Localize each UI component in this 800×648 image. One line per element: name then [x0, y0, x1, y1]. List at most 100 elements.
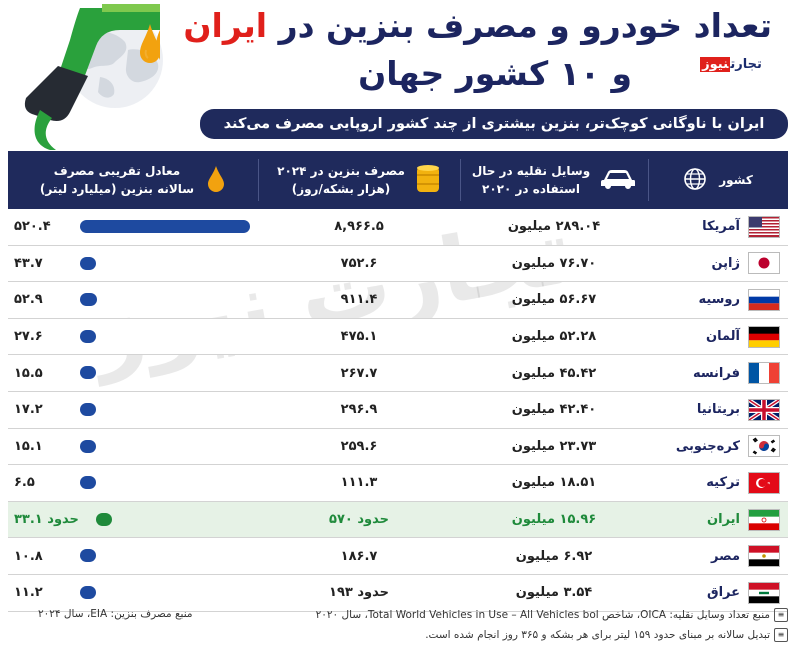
country-cell: عراق: [648, 575, 788, 611]
data-table: کشور وسایل نقلیه در حال استفاده در ۲۰۲۰ م…: [8, 151, 788, 612]
table-row: آلمان ۵۲.۲۸ میلیون ۴۷۵.۱ ۲۷.۶: [8, 318, 788, 356]
gasoline-bar: [80, 585, 96, 599]
de-flag-icon: [748, 325, 780, 348]
ru-flag-icon: [748, 288, 780, 311]
vehicles-cell: ۵۶.۶۷ میلیون: [511, 292, 597, 308]
vehicles-cell: ۴۲.۴۰ میلیون: [511, 402, 597, 418]
consumption-cell: ۹۱۱.۴: [340, 292, 378, 308]
vehicles-cell: ۷۶.۷۰ میلیون: [511, 255, 597, 271]
country-name: آلمان: [705, 329, 740, 345]
consumption-cell: ۲۶۷.۷: [340, 365, 378, 381]
kr-flag-icon: [748, 435, 780, 458]
vehicles-cell: ۳.۵۴ میلیون: [515, 585, 593, 601]
conversion-text: تبدیل سالانه بر مبنای حدود ۱۵۹ لیتر برای…: [425, 629, 770, 641]
consumption-cell: ۱۸۶.۷: [340, 548, 378, 564]
country-cell: فرانسه: [648, 355, 788, 391]
country-cell: بریتانیا: [648, 392, 788, 428]
table-row: عراق ۳.۵۴ میلیون حدود ۱۹۳ ۱۱.۲: [8, 575, 788, 612]
gasoline-value: ۱۵.۱: [14, 438, 43, 454]
country-name: فرانسه: [692, 365, 740, 381]
fuel-drop-icon: [140, 24, 160, 63]
country-cell: روسیه: [648, 282, 788, 318]
table-row: مصر ۶.۹۲ میلیون ۱۸۶.۷ ۱۰.۸: [8, 538, 788, 575]
gasoline-value: ۱۱.۲: [14, 585, 43, 601]
country-name: بریتانیا: [696, 402, 740, 418]
country-name: آمریکا: [702, 219, 740, 235]
table-row: فرانسه ۴۵.۴۲ میلیون ۲۶۷.۷ ۱۵.۵: [8, 355, 788, 392]
table-row: ترکیه ۱۸.۵۱ میلیون ۱۱۱.۳ ۶.۵: [8, 465, 788, 502]
gasoline-bar: [80, 366, 96, 380]
footer-conversion: ≡ تبدیل سالانه بر مبنای حدود ۱۵۹ لیتر برا…: [425, 628, 788, 642]
country-cell: آمریکا: [648, 209, 788, 245]
col-vehicles-label: وسایل نقلیه در حال استفاده در ۲۰۲۰: [472, 162, 590, 198]
header-divider: [460, 159, 461, 201]
col-consumption-header: مصرف بنزین در ۲۰۲۴ (هزار بشکه/روز): [258, 151, 460, 209]
gasoline-value: ۱۷.۲: [14, 402, 43, 418]
gasoline-value: حدود ۳۳.۱: [14, 512, 79, 528]
table-header: کشور وسایل نقلیه در حال استفاده در ۲۰۲۰ م…: [8, 151, 788, 209]
subtitle-banner: ایران با ناوگانی کوچک‌تر، بنزین بیشتری ا…: [200, 109, 788, 139]
ir-flag-icon: [748, 508, 780, 531]
gasoline-bar: [80, 220, 250, 233]
document-icon: ≡: [774, 628, 788, 642]
vehicles-cell: ۲۸۹.۰۴ میلیون: [507, 219, 601, 235]
gasoline-value: ۱۰.۸: [14, 548, 43, 564]
col-country-header: کشور: [648, 151, 788, 209]
col-consumption-line1: مصرف بنزین در ۲۰۲۴: [277, 164, 405, 178]
country-cell: ایران: [648, 502, 788, 538]
footer-source-vehicles: ≡ منبع تعداد وسایل نقلیه: OICA، شاخص Tota…: [316, 608, 788, 622]
page-title-line1: تعداد خودرو و مصرف بنزین در ایران: [183, 6, 772, 45]
page-title-line2: و ۱۰ کشور جهان: [358, 54, 632, 93]
document-icon: ≡: [774, 608, 788, 622]
consumption-cell: ۲۹۶.۹: [340, 402, 378, 418]
table-row: بریتانیا ۴۲.۴۰ میلیون ۲۹۶.۹ ۱۷.۲: [8, 391, 788, 429]
table-row: آمریکا ۲۸۹.۰۴ میلیون ۸,۹۶۶.۵ ۵۲۰.۴: [8, 209, 788, 246]
gasoline-value: ۴۳.۷: [14, 255, 43, 271]
vehicles-cell: ۲۳.۷۳ میلیون: [511, 438, 597, 454]
table-row: ایران ۱۵.۹۶ میلیون حدود ۵۷۰ حدود ۳۳.۱: [8, 501, 788, 539]
country-cell: ترکیه: [648, 465, 788, 501]
gb-flag-icon: [748, 398, 780, 421]
brand-part2: نیوز: [700, 57, 731, 72]
gasoline-bar: [80, 549, 96, 563]
fr-flag-icon: [748, 362, 780, 385]
fuel-nozzle-icon: [24, 4, 160, 150]
col-country-label: کشور: [719, 173, 753, 187]
gasoline-bar: [80, 402, 96, 416]
header-divider: [648, 159, 649, 201]
vehicles-cell: ۵۲.۲۸ میلیون: [511, 329, 597, 345]
gasoline-bar: [80, 293, 97, 307]
col-vehicles-header: وسایل نقلیه در حال استفاده در ۲۰۲۰: [460, 151, 648, 209]
tr-flag-icon: [748, 471, 780, 494]
gasoline-value: ۵۲.۹: [14, 292, 43, 308]
header-divider: [258, 159, 259, 201]
gasoline-bar: [80, 256, 96, 270]
table-row: روسیه ۵۶.۶۷ میلیون ۹۱۱.۴ ۵۲.۹: [8, 282, 788, 319]
gasoline-value: ۲۷.۶: [14, 329, 43, 345]
gasoline-value: ۵۲۰.۴: [14, 219, 51, 235]
country-cell: آلمان: [648, 319, 788, 355]
gasoline-bar: [80, 476, 96, 490]
col-vehicles-line2: استفاده در ۲۰۲۰: [482, 182, 580, 196]
table-row: کره‌جنوبی ۲۳.۷۳ میلیون ۲۵۹.۶ ۱۵.۱: [8, 429, 788, 466]
gasoline-value: ۶.۵: [14, 475, 35, 491]
gasoline-bar: [80, 439, 96, 453]
country-name: ژاپن: [711, 255, 740, 271]
consumption-cell: حدود ۵۷۰: [329, 512, 389, 528]
consumption-cell: ۸,۹۶۶.۵: [334, 219, 384, 235]
col-gasoline-header: معادل تقریبی مصرف سالانه بنزین (میلیارد ل…: [8, 151, 258, 209]
gasoline-value: ۱۵.۵: [14, 365, 43, 381]
consumption-cell: ۷۵۲.۶: [340, 255, 378, 271]
eg-flag-icon: [748, 545, 780, 568]
source-vehicles-text: منبع تعداد وسایل نقلیه: OICA، شاخص Total…: [315, 609, 770, 621]
country-name: عراق: [706, 585, 740, 601]
consumption-cell: حدود ۱۹۳: [329, 585, 389, 601]
gasoline-bar: [96, 512, 112, 526]
country-name: ترکیه: [706, 475, 740, 491]
hero-header: تعداد خودرو و مصرف بنزین در ایران و ۱۰ ک…: [0, 0, 800, 150]
globe-icon: [683, 167, 707, 194]
table-row: ژاپن ۷۶.۷۰ میلیون ۷۵۲.۶ ۴۳.۷: [8, 245, 788, 283]
country-name: ایران: [707, 512, 740, 528]
country-cell: ژاپن: [648, 246, 788, 282]
